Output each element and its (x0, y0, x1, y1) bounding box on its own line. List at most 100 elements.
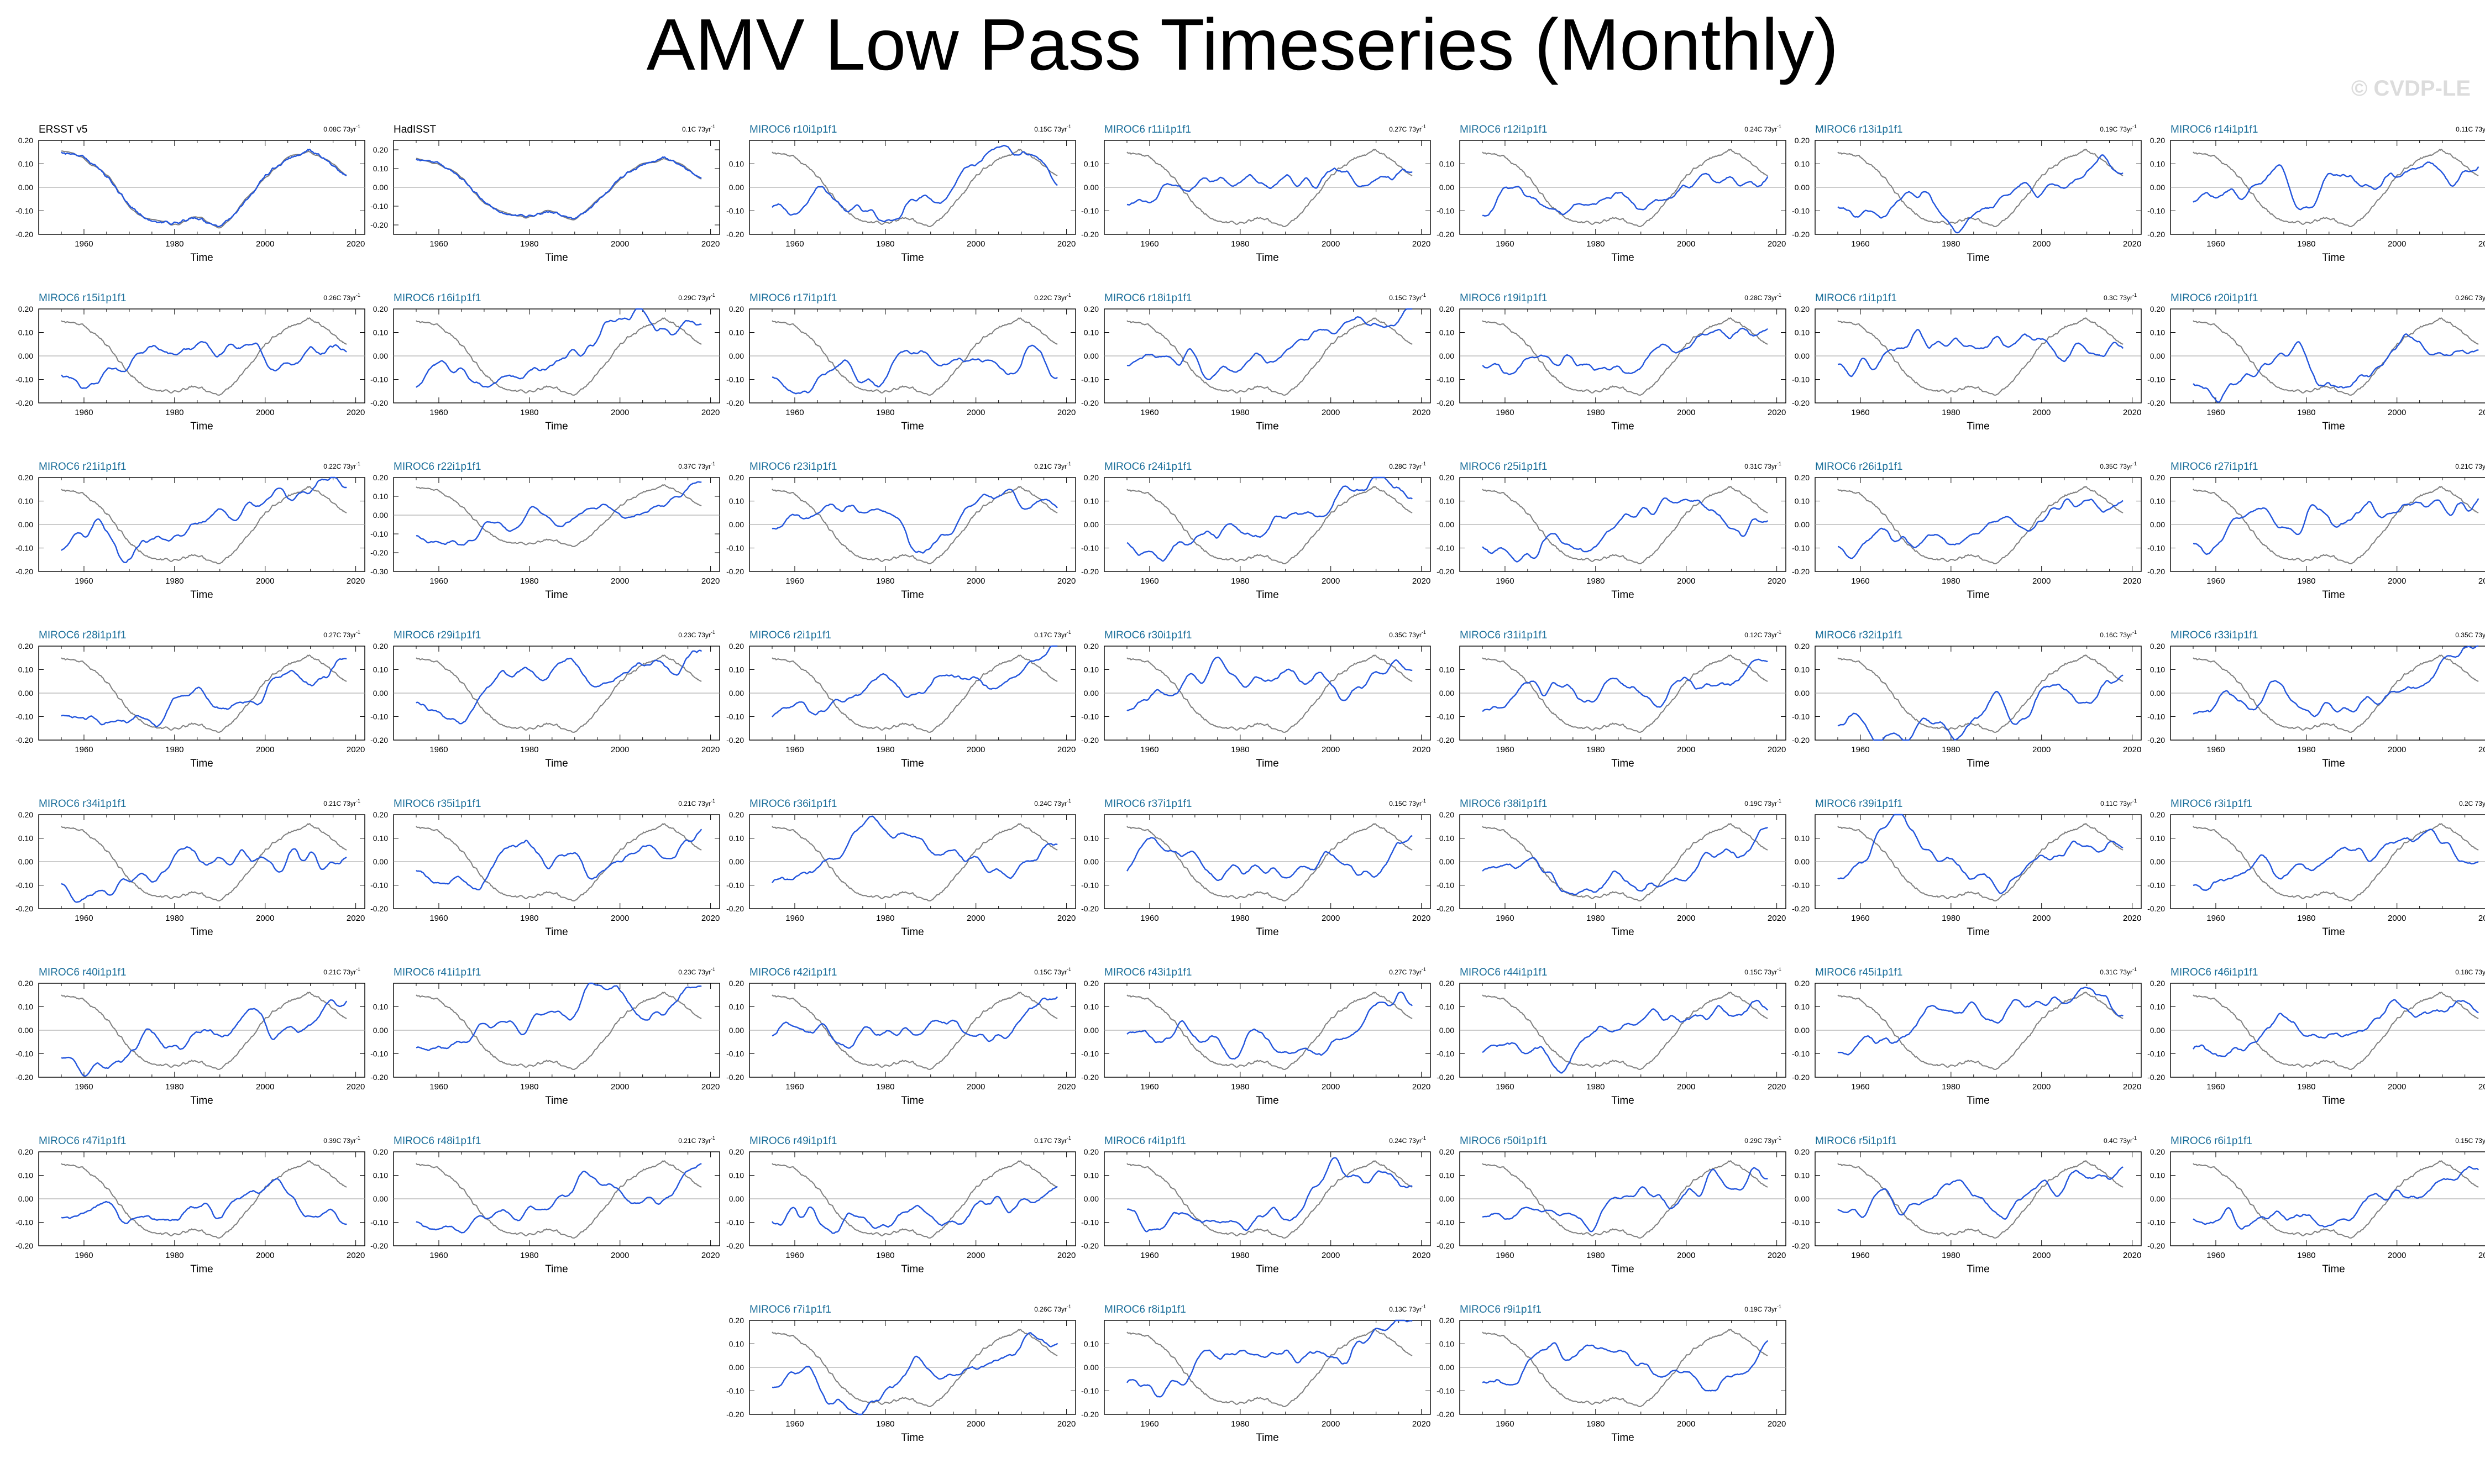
x-tick-label: 2020 (1768, 576, 1786, 586)
x-tick-label: 1960 (429, 1082, 448, 1092)
y-tick-label: -0.20 (726, 1410, 744, 1419)
y-tick-label: -0.10 (1792, 375, 1810, 384)
x-tick-label: 2020 (347, 576, 365, 586)
x-tick-label: 1980 (165, 408, 184, 417)
amv-panel-0: ERSST v5 0.08C 73yr-1 1960 1980 2000 2020 Time… (15, 124, 365, 264)
y-tick-label: 0.00 (2150, 689, 2165, 698)
panel-title: MIROC6 r39i1p1f1 (1815, 798, 1902, 810)
y-tick-label: 0.20 (1084, 473, 1099, 482)
trend-exponent: -1 (1422, 1135, 1426, 1141)
y-tick-label: -0.20 (726, 736, 744, 744)
y-tick-label: -0.10 (726, 544, 744, 553)
y-tick-label: 0.00 (373, 1026, 388, 1035)
x-tick-label: 2020 (1768, 745, 1786, 754)
y-tick-label: 0.10 (1084, 1003, 1099, 1011)
y-tick-label: 0.20 (2150, 473, 2165, 482)
obs-ref-line (772, 486, 1058, 564)
x-tick-label: 1960 (75, 914, 93, 923)
x-tick-label: 1980 (520, 1251, 538, 1260)
panel-title: MIROC6 r12i1p1f1 (1460, 124, 1547, 135)
amv-panel-46: MIROC6 r50i1p1f1 0.29C 73yr-1 1960 1980 2000… (1437, 1135, 1786, 1275)
obs-ref-line (1482, 486, 1768, 564)
trend-label: 0.24C 73yr-1 (1389, 1135, 1426, 1145)
x-tick-label: 2000 (967, 1251, 985, 1260)
panel-title: HadISST (394, 124, 436, 135)
trend-exponent: -1 (711, 1135, 715, 1141)
y-tick-label: 0.00 (373, 352, 388, 360)
x-tick-label: 2000 (2032, 576, 2051, 586)
y-tick-label: 0.20 (18, 810, 33, 819)
y-tick-label: 0.00 (373, 183, 388, 192)
x-tick-label: 1960 (1140, 239, 1158, 249)
x-tick-label: 1980 (876, 745, 894, 754)
y-tick-label: 0.10 (2150, 834, 2165, 843)
y-tick-label: -0.10 (1792, 712, 1810, 721)
amv-panel-22: MIROC6 r29i1p1f1 0.23C 73yr-1 1960 1980 2000… (370, 630, 720, 769)
x-tick-label: 2000 (2032, 239, 2051, 249)
trend-label: 0.21C 73yr-1 (323, 967, 360, 976)
member-series-line (772, 996, 1058, 1049)
amv-panel-4: MIROC6 r12i1p1f1 0.24C 73yr-1 1960 1980 2000… (1437, 124, 1786, 264)
trend-exponent: -1 (1422, 124, 1426, 129)
y-tick-label: 0.10 (2150, 665, 2165, 674)
trend-label: 0.21C 73yr-1 (323, 798, 360, 807)
member-series-line (416, 1163, 702, 1234)
trend-label: 0.31C 73yr-1 (1744, 461, 1781, 470)
obs-ref-line (416, 1160, 702, 1239)
y-tick-label: 0.10 (1795, 497, 1810, 506)
y-tick-label: 0.10 (1795, 1003, 1810, 1011)
x-tick-label: 1980 (1942, 914, 1960, 923)
amv-panel-18: MIROC6 r25i1p1f1 0.31C 73yr-1 1960 1980 2000… (1437, 461, 1786, 601)
y-tick-label: 0.00 (373, 689, 388, 698)
x-tick-label: 2000 (611, 408, 629, 417)
y-tick-label: -0.20 (370, 221, 388, 229)
y-tick-label: 0.10 (1084, 497, 1099, 506)
x-tick-label: 1980 (1586, 576, 1605, 586)
x-tick-label: 2020 (1412, 239, 1430, 249)
y-tick-label: 0.10 (373, 492, 388, 501)
x-tick-label: 2020 (347, 1082, 365, 1092)
y-tick-label: 0.10 (2150, 1171, 2165, 1180)
x-tick-label: 2000 (2388, 745, 2406, 754)
y-tick-label: 0.20 (1084, 642, 1099, 651)
amv-panel-1: HadISST 0.1C 73yr-1 1960 1980 2000 2020 Time 0.… (370, 124, 720, 264)
amv-panel-14: MIROC6 r21i1p1f1 0.22C 73yr-1 1960 1980 2000… (15, 461, 365, 601)
x-tick-label: 2000 (611, 914, 629, 923)
y-tick-label: -0.20 (1081, 230, 1099, 239)
x-axis-label: Time (190, 1263, 213, 1275)
y-tick-label: 0.00 (1439, 689, 1454, 698)
x-axis-label: Time (545, 1095, 568, 1107)
y-tick-label: 0.10 (1439, 1340, 1454, 1349)
obs-ref-line (772, 317, 1058, 396)
obs-ref-line (1126, 1329, 1413, 1407)
trend-label: 0.11C 73yr-1 (2100, 798, 2137, 807)
x-tick-label: 2000 (1677, 408, 1695, 417)
y-tick-label: 0.20 (18, 642, 33, 651)
trend-label: 0.21C 73yr-1 (678, 1135, 715, 1145)
y-tick-label: 0.10 (729, 328, 744, 337)
obs-ref-line (1837, 823, 2124, 901)
x-tick-label: 1960 (429, 914, 448, 923)
member-series-line (2193, 498, 2479, 555)
x-tick-label: 2020 (1057, 1251, 1076, 1260)
x-tick-label: 1960 (1851, 576, 1869, 586)
obs-ref-line (1837, 992, 2124, 1070)
panel-title: MIROC6 r42i1p1f1 (749, 967, 837, 978)
y-tick-label: -0.10 (726, 1218, 744, 1227)
trend-exponent: -1 (1422, 461, 1426, 466)
x-tick-label: 1960 (2206, 408, 2225, 417)
x-tick-label: 1980 (1231, 745, 1249, 754)
y-tick-label: 0.00 (1084, 689, 1099, 698)
x-tick-label: 1960 (1140, 914, 1158, 923)
y-tick-label: 0.00 (2150, 352, 2165, 360)
x-tick-label: 2000 (1322, 239, 1340, 249)
x-tick-label: 2000 (1677, 745, 1695, 754)
x-tick-label: 1980 (2297, 239, 2315, 249)
y-tick-label: -0.10 (1437, 1218, 1454, 1227)
x-axis-label: Time (545, 589, 568, 601)
trend-label: 0.27C 73yr-1 (1389, 967, 1426, 976)
x-axis-label: Time (1256, 1432, 1279, 1444)
x-tick-label: 2000 (611, 1251, 629, 1260)
obs-series-line (416, 156, 702, 219)
x-tick-label: 2000 (2032, 1082, 2051, 1092)
